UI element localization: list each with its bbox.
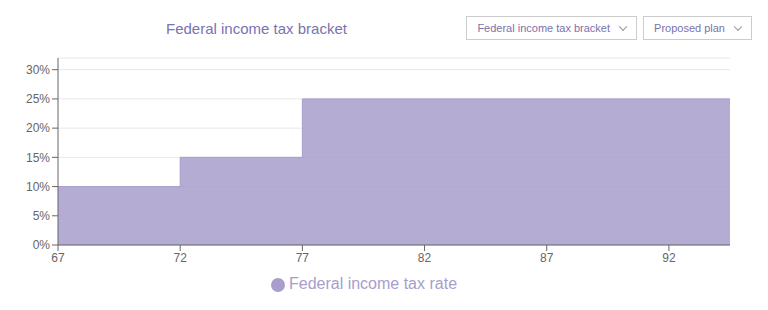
html-text:Federal income tax bracket: Federal income tax bracket <box>166 19 347 37</box>
svg-text:87: 87 <box>540 251 554 265</box>
svg-text:82: 82 <box>418 251 432 265</box>
svg-text:25%: 25% <box>26 92 50 106</box>
svg-text:77: 77 <box>296 251 310 265</box>
svg-text:5%: 5% <box>33 209 51 223</box>
svg-text:92: 92 <box>662 251 676 265</box>
svg-text:67: 67 <box>51 251 65 265</box>
svg-text:10%: 10% <box>26 180 50 194</box>
svg-text:0%: 0% <box>33 238 51 252</box>
html-text:Federal income tax rate: Federal income tax rate <box>289 275 457 292</box>
html-text:Proposed plan: Proposed plan <box>654 22 725 34</box>
html-text:Federal income tax bracket: Federal income tax bracket <box>477 22 610 34</box>
svg-text:72: 72 <box>174 251 188 265</box>
svg-text:30%: 30% <box>26 63 50 77</box>
svg-text:20%: 20% <box>26 121 50 135</box>
svg-text:15%: 15% <box>26 151 50 165</box>
